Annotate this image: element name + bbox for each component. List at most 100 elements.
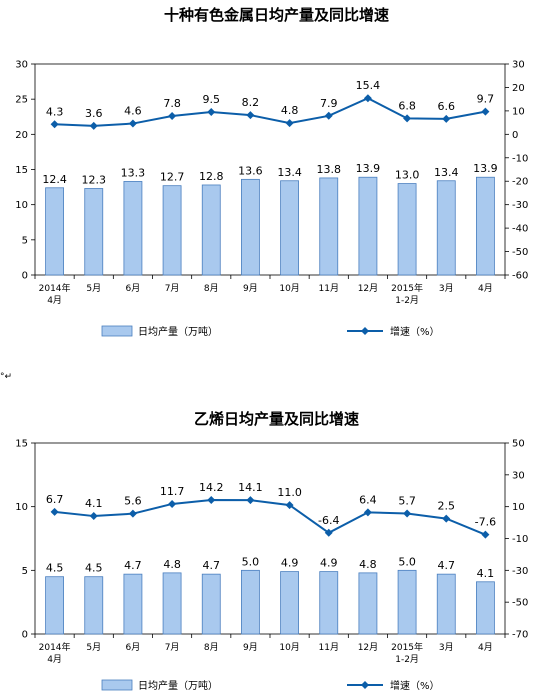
chart-2-growth-label: 4.1 <box>85 497 103 510</box>
chart-2-x-tick-label: 4月 <box>478 642 493 653</box>
chart-2-growth-point <box>50 507 59 516</box>
chart-1-growth-label: 9.7 <box>477 93 495 106</box>
chart-1-growth-point <box>207 108 216 117</box>
chart-2-x-tick-label: 4月 <box>47 654 62 665</box>
chart-2-bar-label: 4.8 <box>163 558 181 571</box>
chart-1-left-tick-label: 0 <box>22 271 28 282</box>
chart-2-growth-point <box>207 495 216 504</box>
chart-2-bar-label: 4.7 <box>438 559 456 572</box>
chart-1-left-tick-label: 10 <box>15 200 28 211</box>
chart-1-left-tick-label: 20 <box>15 130 28 141</box>
chart-2-x-tick-label: 11月 <box>319 642 339 653</box>
chart-1-growth-label: 7.9 <box>320 97 338 110</box>
chart-1-bar <box>162 185 182 276</box>
chart-2-growth-label: 6.4 <box>359 493 377 506</box>
chart-2-growth-point <box>168 499 177 508</box>
chart-2-growth-label: -7.6 <box>475 516 496 529</box>
chart-2-growth-point <box>285 501 294 510</box>
chart-1-x-tick-label: 11月 <box>319 283 339 294</box>
chart-1-bar <box>45 187 64 276</box>
chart-1-growth-label: 4.3 <box>46 105 64 118</box>
chart-2-x-tick-label: 9月 <box>243 642 258 653</box>
chart-1-right-tick-label: -10 <box>512 153 528 164</box>
chart-2-growth-label: 6.7 <box>46 493 64 506</box>
chart-2-bar-label: 4.9 <box>320 557 338 570</box>
chart-2-bar <box>476 581 495 635</box>
chart-1-growth-point <box>50 120 59 129</box>
chart-2-bar <box>84 576 104 635</box>
chart-2-bar-label: 4.7 <box>203 559 221 572</box>
chart-2-legend-line-label: 增速（%） <box>390 679 440 692</box>
chart-2-bar-label: 4.5 <box>46 562 64 575</box>
chart-2-x-tick-label: 7月 <box>165 642 180 653</box>
chart-2-growth-label: -6.4 <box>318 514 339 527</box>
chart-1-bar <box>319 177 339 276</box>
chart-2-right-tick-label: -30 <box>512 566 528 577</box>
chart-2-bar <box>123 573 143 635</box>
chart-1-growth-point <box>481 107 490 116</box>
chart-2-bar <box>241 569 260 635</box>
chart-1-growth-point <box>324 111 333 120</box>
chart-2-growth-label: 5.6 <box>124 495 142 508</box>
chart-1-right-tick-label: 10 <box>512 106 525 117</box>
chart-2-growth-point <box>89 512 98 521</box>
chart-1-left-tick-label: 30 <box>15 60 28 71</box>
chart-1-legend-bar-swatch <box>101 325 133 337</box>
chart-2-bar <box>397 569 417 635</box>
chart-1-right-tick-label: -40 <box>512 224 528 235</box>
chart-2-bar-label: 5.0 <box>242 555 260 568</box>
chart-1-x-tick-label: 6月 <box>126 283 141 294</box>
chart-2-legend-bar-swatch <box>101 679 133 691</box>
chart-2-x-tick-label: 2014年 <box>39 641 71 653</box>
chart-2-growth-label: 5.7 <box>398 495 416 508</box>
chart-1-legend-bar-label: 日均产量（万吨） <box>138 325 218 338</box>
chart-2-growth-label: 2.5 <box>438 500 456 513</box>
chart-1-bar <box>84 188 104 276</box>
chart-1-growth-line <box>54 97 486 127</box>
chart-2-growth-point <box>442 514 451 523</box>
chart-2-right-tick-label: 10 <box>512 502 525 513</box>
chart-2-x-tick-label: 6月 <box>126 642 141 653</box>
chart-1-bar <box>476 176 495 276</box>
chart-1-growth-label: 4.8 <box>281 104 299 117</box>
chart-2-bar-label: 5.0 <box>398 555 416 568</box>
chart-1-title: 十种有色金属日均产量及同比增速 <box>163 6 389 24</box>
chart-2-bar <box>358 572 378 635</box>
chart-2-growth-point <box>481 530 490 539</box>
chart-1-bar <box>436 180 456 276</box>
chart-2-bar <box>162 572 182 635</box>
chart-1-x-tick-label: 2014年 <box>39 282 71 294</box>
chart-2-growth-point <box>363 508 372 517</box>
chart-1-growth-label: 6.8 <box>398 99 416 112</box>
chart-1-left-tick-label: 5 <box>22 235 28 246</box>
chart-1-growth-point <box>168 112 177 121</box>
chart-1-growth-point <box>403 114 412 123</box>
chart-1-bar-label: 12.7 <box>160 171 185 184</box>
chart-1: 0 5 10 15 20 25 30 -60 -50 -40 -30 -20 -10 0 10 20 30 201… <box>15 60 528 339</box>
chart-1-x-tick-label: 8月 <box>204 283 219 294</box>
chart-1-growth-point <box>246 111 255 120</box>
chart-2-bar-label: 4.8 <box>359 558 377 571</box>
chart-1-right-tick-label: 30 <box>512 60 525 71</box>
chart-2-legend-line-marker <box>361 681 369 689</box>
chart-1-left-tick-label: 15 <box>15 165 28 176</box>
chart-1-legend-line-label: 增速（%） <box>390 325 440 338</box>
chart-1-right-tick-label: 20 <box>512 83 525 94</box>
chart-2-x-tick-label: 8月 <box>204 642 219 653</box>
chart-1-growth-point <box>363 94 372 103</box>
chart-2-legend-bar-label: 日均产量（万吨） <box>138 679 218 692</box>
chart-1-x-tick-label: 5月 <box>86 283 101 294</box>
chart-2-x-tick-label: 2015年 <box>391 641 423 653</box>
chart-1-right-tick-label: -50 <box>512 247 528 258</box>
chart-1-growth-label: 7.8 <box>163 97 181 110</box>
chart-1-right-tick-label: -60 <box>512 271 528 282</box>
chart-1-growth-point <box>442 114 451 123</box>
chart-2-right-tick-label: -50 <box>512 598 528 609</box>
chart-1-bar-label: 13.9 <box>356 162 381 175</box>
chart-1-legend-line-marker <box>361 327 369 335</box>
chart-1-x-tick-label: 4月 <box>47 295 62 306</box>
chart-1-bar <box>123 181 143 276</box>
chart-2-bar-label: 4.9 <box>281 557 299 570</box>
chart-2-growth-point <box>403 509 412 518</box>
